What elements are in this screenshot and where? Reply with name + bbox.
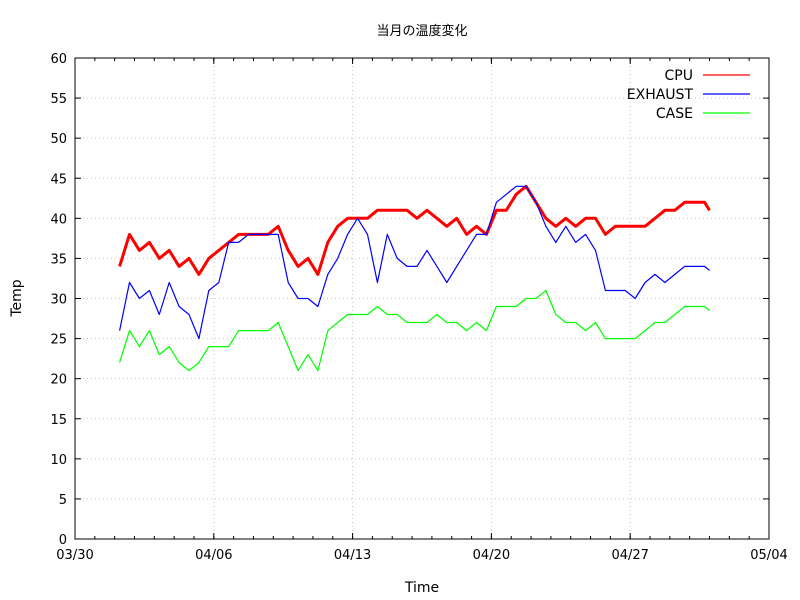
y-axis-label: Temp	[9, 279, 25, 317]
x-tick-label: 05/04	[750, 548, 787, 563]
y-tick-label: 0	[59, 533, 67, 548]
axis-ticks	[74, 57, 770, 540]
series-line-case	[119, 289, 710, 372]
x-tick-label: 04/06	[195, 548, 232, 563]
y-tick-label: 20	[50, 373, 67, 388]
y-tick-label: 60	[50, 52, 67, 67]
y-axis: 0 5 10 15 20 25 30 35 40 45 50 55 60	[50, 52, 67, 548]
series-line-exhaust	[119, 185, 710, 340]
chart-title: 当月の温度変化	[376, 23, 467, 39]
legend: CPU EXHAUST CASE	[627, 68, 750, 122]
y-tick-label: 25	[50, 333, 67, 348]
series-line-cpu	[118, 184, 711, 276]
y-tick-label: 50	[50, 132, 67, 147]
x-tick-label: 04/27	[611, 548, 648, 563]
legend-label-case: CASE	[656, 106, 693, 122]
y-tick-label: 45	[50, 172, 67, 187]
y-tick-label: 30	[50, 293, 67, 308]
legend-label-cpu: CPU	[665, 68, 693, 84]
x-tick-label: 04/13	[334, 548, 371, 563]
x-tick-label: 04/20	[473, 548, 510, 563]
x-axis-label: Time	[404, 580, 439, 596]
grid	[75, 58, 769, 539]
y-tick-label: 55	[50, 92, 67, 107]
x-tick-label: 03/30	[56, 548, 93, 563]
y-tick-label: 40	[50, 212, 67, 227]
y-tick-label: 15	[50, 413, 67, 428]
y-tick-label: 10	[50, 453, 67, 468]
y-tick-label: 35	[50, 252, 67, 267]
y-tick-label: 5	[59, 493, 67, 508]
plot-area	[118, 184, 711, 372]
legend-label-exhaust: EXHAUST	[627, 87, 694, 103]
x-axis: 03/30 04/06 04/13 04/20 04/27 05/04	[56, 548, 787, 563]
